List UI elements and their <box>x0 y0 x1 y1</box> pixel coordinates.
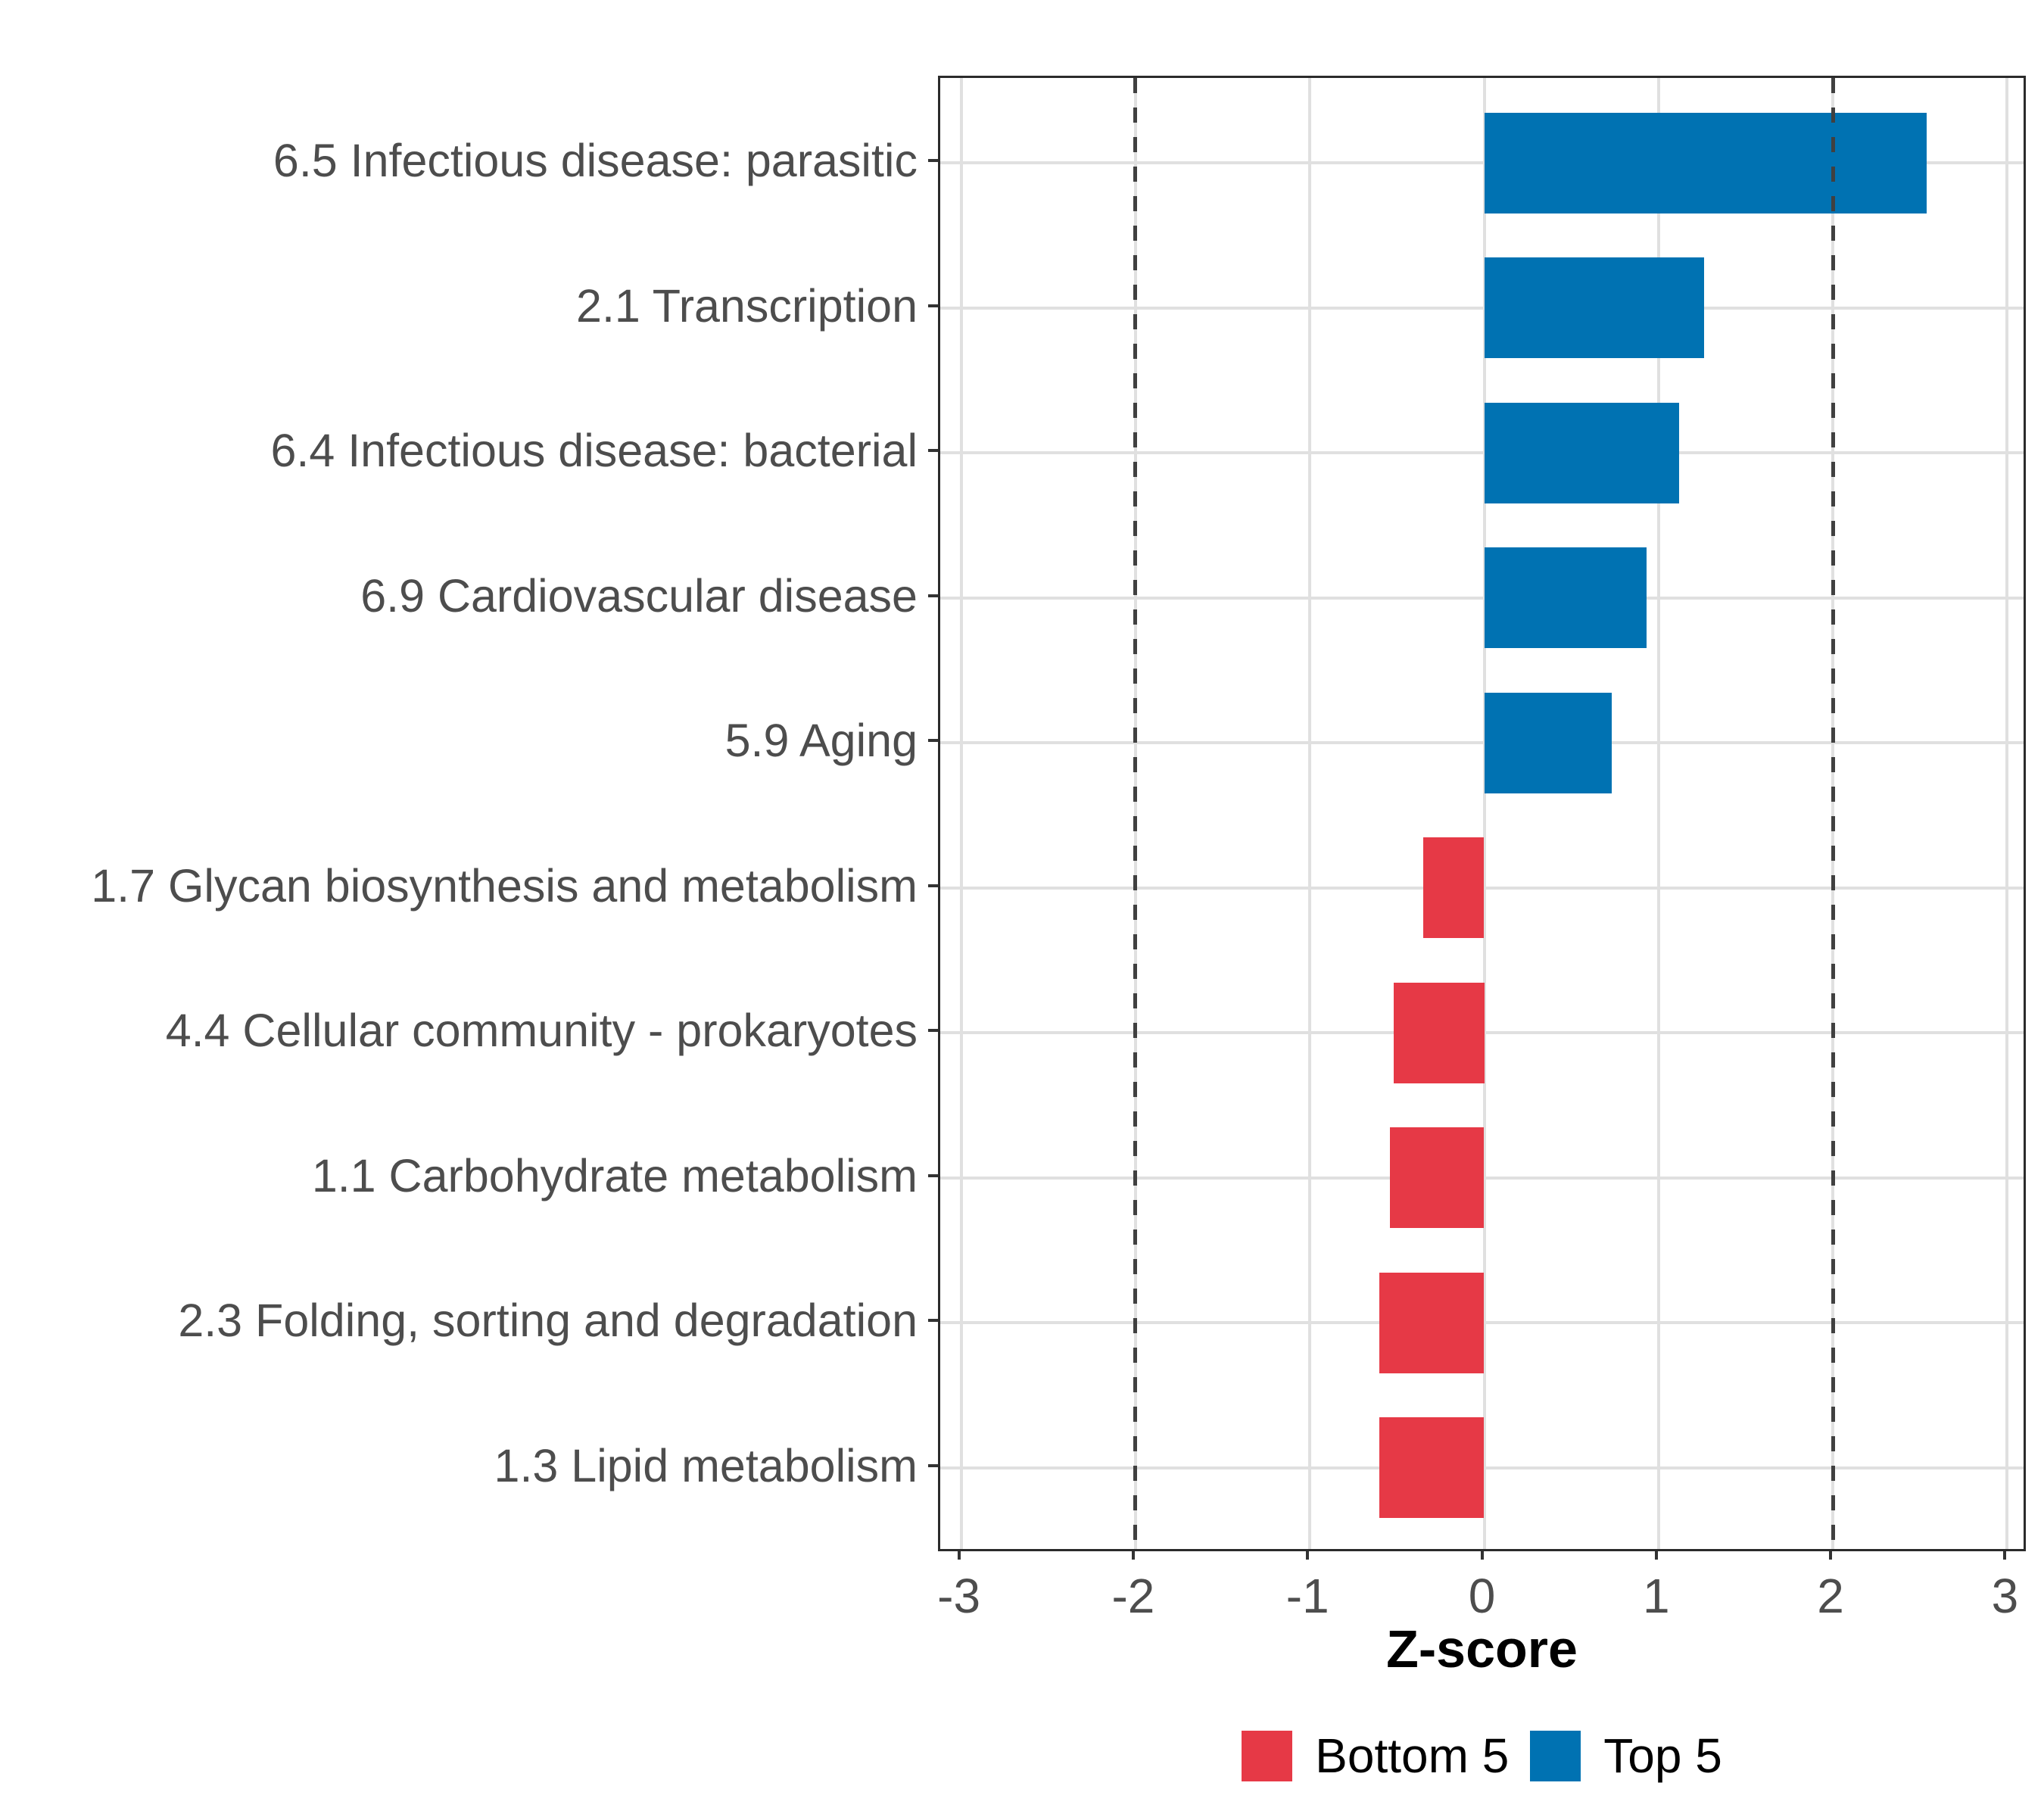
x-tick <box>1654 1551 1658 1560</box>
legend-swatch-bottom5 <box>1242 1730 1293 1781</box>
reference-line <box>1133 78 1138 1549</box>
x-axis-title: Z-score <box>1386 1619 1578 1678</box>
h-gridline <box>940 306 2024 310</box>
y-axis-label: 6.9 Cardiovascular disease <box>360 569 918 622</box>
x-tick <box>2003 1551 2007 1560</box>
x-tick <box>957 1551 961 1560</box>
bar <box>1484 112 1927 213</box>
y-tick <box>928 159 938 162</box>
y-axis-label: 1.1 Carbohydrate metabolism <box>311 1149 918 1201</box>
y-tick <box>928 1029 938 1032</box>
y-tick <box>928 1463 938 1467</box>
y-tick <box>928 884 938 887</box>
x-tick <box>1131 1551 1135 1560</box>
x-tick-label: 0 <box>1468 1569 1496 1623</box>
v-gridline <box>959 78 963 1549</box>
legend-label-top5: Top 5 <box>1603 1728 1722 1783</box>
bar <box>1484 547 1647 648</box>
y-tick <box>928 1173 938 1177</box>
v-gridline <box>1482 78 1486 1549</box>
x-tick <box>1480 1551 1484 1560</box>
y-tick <box>928 594 938 597</box>
legend-label-bottom5: Bottom 5 <box>1315 1728 1510 1783</box>
legend-item-top5: Top 5 <box>1530 1728 1722 1784</box>
v-gridline <box>1308 78 1312 1549</box>
y-axis-label: 6.4 Infectious disease: bacterial <box>270 425 918 476</box>
y-axis-label: 5.9 Aging <box>724 715 918 766</box>
x-tick <box>1829 1551 1833 1560</box>
x-tick-label: -1 <box>1285 1569 1329 1623</box>
y-axis-label: 1.7 Glycan biosynthesis and metabolism <box>91 859 918 912</box>
y-tick <box>928 304 938 307</box>
x-tick-label: 2 <box>1817 1569 1844 1623</box>
x-tick <box>1306 1551 1310 1560</box>
bar <box>1484 257 1704 358</box>
legend-item-bottom5: Bottom 5 <box>1242 1728 1509 1784</box>
y-tick <box>928 739 938 742</box>
x-tick-label: -3 <box>937 1569 981 1623</box>
y-axis-label: 6.5 Infectious disease: parasitic <box>273 135 918 186</box>
x-tick-label: 3 <box>1991 1569 2019 1623</box>
x-tick-label: -2 <box>1111 1569 1155 1623</box>
y-axis-label: 2.3 Folding, sorting and degradation <box>178 1295 918 1346</box>
legend-swatch-top5 <box>1530 1730 1581 1781</box>
legend: Bottom 5 Top 5 <box>938 1728 2026 1784</box>
bar <box>1422 837 1485 938</box>
bar <box>1393 982 1485 1083</box>
y-axis-label: 1.3 Lipid metabolism <box>494 1439 918 1491</box>
h-gridline <box>940 451 2024 454</box>
bar <box>1484 402 1680 503</box>
bar <box>1379 1417 1485 1518</box>
y-tick <box>928 1319 938 1322</box>
h-gridline <box>940 596 2024 600</box>
bar <box>1379 1272 1485 1373</box>
v-gridline <box>2005 78 2009 1549</box>
h-gridline <box>940 741 2024 744</box>
bar <box>1390 1127 1485 1228</box>
v-gridline <box>1656 78 1660 1549</box>
x-tick-label: 1 <box>1642 1569 1670 1623</box>
h-gridline <box>940 161 2024 164</box>
y-axis-label: 2.1 Transcription <box>576 279 918 332</box>
bar <box>1484 692 1612 793</box>
y-tick <box>928 449 938 452</box>
y-axis-label: 4.4 Cellular community - prokaryotes <box>165 1005 918 1056</box>
plot-panel <box>938 76 2026 1551</box>
reference-line <box>1831 78 1835 1549</box>
